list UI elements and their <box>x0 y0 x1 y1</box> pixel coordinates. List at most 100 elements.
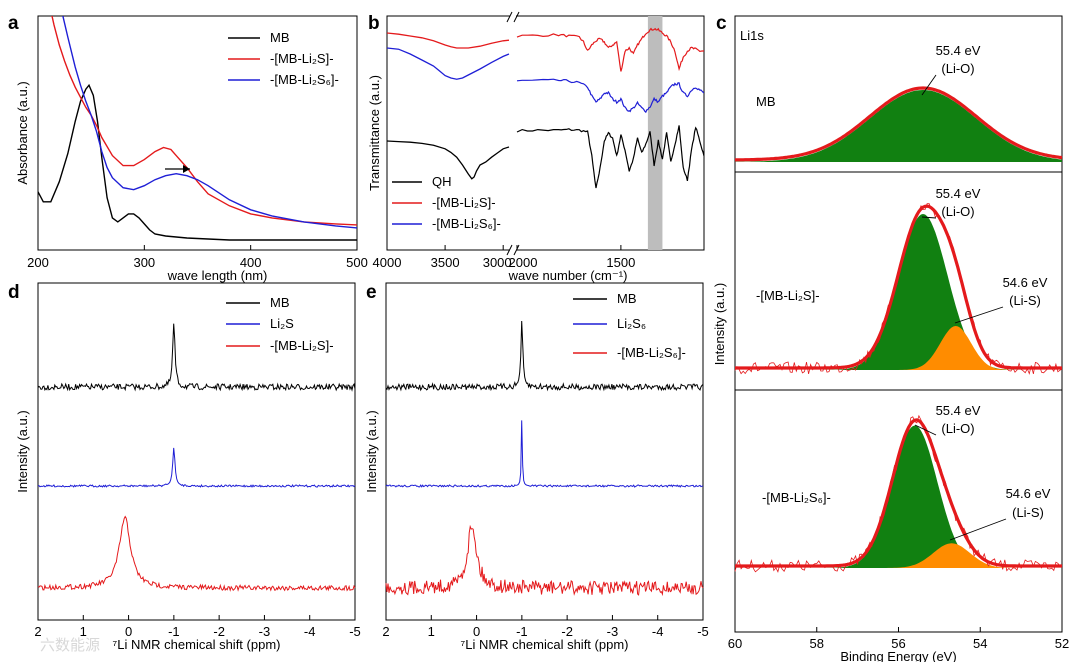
panel-c-sub2-ann-leader-1 <box>949 518 1007 541</box>
panel-e-label: e <box>366 282 377 303</box>
panel-c-sub1-ann-1: 54.6 eV <box>1003 275 1048 290</box>
panel-e-xtick-label-7: -5 <box>697 624 709 639</box>
panel-b-xlabel: wave number (cm⁻¹) <box>508 268 628 283</box>
panel-d-xtick-label-0: 2 <box>34 624 41 639</box>
panel-a-xtick-label-3: 500 <box>346 255 368 270</box>
panel-c-xtick-label-4: 52 <box>1055 636 1069 651</box>
panel-c-ylabel: Intensity (a.u.) <box>712 283 727 365</box>
panel-c-sub2-peak-1 <box>735 543 1062 568</box>
panel-c-sub2-peak-0 <box>735 425 1062 568</box>
panel-d-xlabel: ⁷Li NMR chemical shift (ppm) <box>113 637 281 652</box>
panel-d-xtick-label-6: -4 <box>304 624 316 639</box>
panel-b-series-1-left <box>387 32 510 49</box>
panel-b-highlight-band <box>647 16 663 250</box>
panel-a-label: a <box>8 13 19 34</box>
panel-b-plot <box>387 16 704 250</box>
panel-b-label: b <box>368 13 380 34</box>
panel-a-xtick-label-1: 300 <box>133 255 155 270</box>
panel-c-sub0-peak-0 <box>735 90 1062 162</box>
panel-c-sub2-ann-sub-0: (Li-O) <box>941 421 974 436</box>
panel-e-frame <box>385 282 704 621</box>
panel-b-break-top-mask <box>510 14 516 24</box>
panel-c-sub2-ann-sub-1: (Li-S) <box>1012 505 1044 520</box>
panel-d-legend-1: Li₂S <box>270 316 294 331</box>
panel-e-xlabel: ⁷Li NMR chemical shift (ppm) <box>461 637 629 652</box>
panel-d-xtick-label-7: -5 <box>349 624 361 639</box>
panel-b-series-0-right <box>516 125 704 189</box>
panel-e-series-0 <box>385 320 704 392</box>
panel-e-xtick-label-5: -3 <box>607 624 619 639</box>
panel-c-sub0-envelope <box>734 86 1063 162</box>
panel-c-sub1-name: -[MB-Li₂S]- <box>756 288 820 303</box>
panel-d-label: d <box>8 282 20 303</box>
panel-c-sub1-ann-0: 55.4 eV <box>936 186 981 201</box>
panel-a-series-2 <box>62 16 357 229</box>
panel-a-legend-0: MB <box>270 30 290 45</box>
panel-c-xlabel: Binding Energy (eV) <box>840 649 956 662</box>
panel-d-legend-0: MB <box>270 295 290 310</box>
panel-e-series-1 <box>385 420 704 488</box>
panel-b-xtick-label-0: 4000 <box>373 255 402 270</box>
panel-d-legend-2: -[MB-Li₂S]- <box>270 338 334 353</box>
panel-a-legend-1: -[MB-Li₂S]- <box>270 51 334 66</box>
panel-e-ylabel: Intensity (a.u.) <box>364 410 379 492</box>
watermark-text: 六数能源 <box>40 637 100 654</box>
panel-a-plot <box>38 16 357 241</box>
panel-b-break-bottom-mask <box>510 242 516 254</box>
panel-c-xtick-label-2: 56 <box>891 636 905 651</box>
panel-b-xtick-label-1: 3500 <box>431 255 460 270</box>
panel-b-series-2-right <box>516 78 704 114</box>
panel-e-xtick-label-4: -2 <box>561 624 573 639</box>
panel-c-sub1-ann-leader-1 <box>954 306 1004 324</box>
panel-c-xtick-label-1: 58 <box>810 636 824 651</box>
panel-a-legend-2: -[MB-Li₂S₆]- <box>270 72 339 87</box>
panel-a-ylabel: Absorbance (a.u.) <box>15 81 30 184</box>
panel-d-series-0 <box>37 323 356 392</box>
panel-c-sub1-ann-sub-1: (Li-S) <box>1009 293 1041 308</box>
panel-c-xtick-label-0: 60 <box>728 636 742 651</box>
panel-e-legend-1: Li₂S₆ <box>617 316 646 331</box>
panel-b-xtick-label-4: 1500 <box>606 255 635 270</box>
panel-d-frame <box>37 282 356 621</box>
panel-b-legend-0: QH <box>432 174 452 189</box>
panel-c-sub2-envelope <box>735 418 1062 568</box>
panel-c-sub0-ann-leader-0 <box>921 74 937 96</box>
panel-c-sub2-ann-0: 55.4 eV <box>936 403 981 418</box>
panel-d-ylabel: Intensity (a.u.) <box>15 410 30 492</box>
panel-a-frame <box>37 15 358 251</box>
panel-c-sub0-name: MB <box>756 94 776 109</box>
panel-c-xtick-label-3: 54 <box>973 636 987 651</box>
panel-c-sub1-peak-1 <box>735 326 1062 370</box>
panel-d-series-2 <box>37 515 356 592</box>
panel-c-sub1-envelope <box>735 204 1062 370</box>
panel-a-series-1 <box>51 16 357 226</box>
panel-c-sub1-ann-leader-0 <box>921 216 937 219</box>
panel-c-sub2-name: -[MB-Li₂S₆]- <box>762 490 831 505</box>
panel-d-xtick-label-3: -1 <box>168 624 180 639</box>
panel-b-xtick-label-3: 2000 <box>509 255 538 270</box>
panel-a-xtick-label-0: 200 <box>27 255 49 270</box>
panel-a-xlabel: wave length (nm) <box>167 268 268 283</box>
panel-c-sub1-ann-sub-0: (Li-O) <box>941 204 974 219</box>
panel-d-xtick-label-4: -2 <box>213 624 225 639</box>
panel-b-frame <box>386 15 705 251</box>
panel-d-xtick-label-2: 0 <box>125 624 132 639</box>
panel-b-xtick-label-2: 3000 <box>483 255 512 270</box>
panel-e-xtick-label-6: -4 <box>652 624 664 639</box>
panel-b-break-top-icon <box>506 11 520 23</box>
panel-d-xtick-label-5: -3 <box>259 624 271 639</box>
panel-d-xtick-label-1: 1 <box>80 624 87 639</box>
panel-b-legend-2: -[MB-Li₂S₆]- <box>432 216 501 231</box>
panel-c-label: c <box>716 13 727 34</box>
panel-e-xtick-label-0: 2 <box>382 624 389 639</box>
panel-e-xtick-label-3: -1 <box>516 624 528 639</box>
panel-b-series-1-right <box>516 27 704 72</box>
panel-a-arrow-icon <box>183 165 190 173</box>
panel-e-legend-2: -[MB-Li₂S₆]- <box>617 345 686 360</box>
panel-e-xtick-label-1: 1 <box>428 624 435 639</box>
panel-b-ylabel: Transmittance (a.u.) <box>367 75 382 191</box>
panel-e-legend-0: MB <box>617 291 637 306</box>
panel-b-series-0-left <box>387 140 510 180</box>
panel-e-series-2 <box>385 524 704 597</box>
